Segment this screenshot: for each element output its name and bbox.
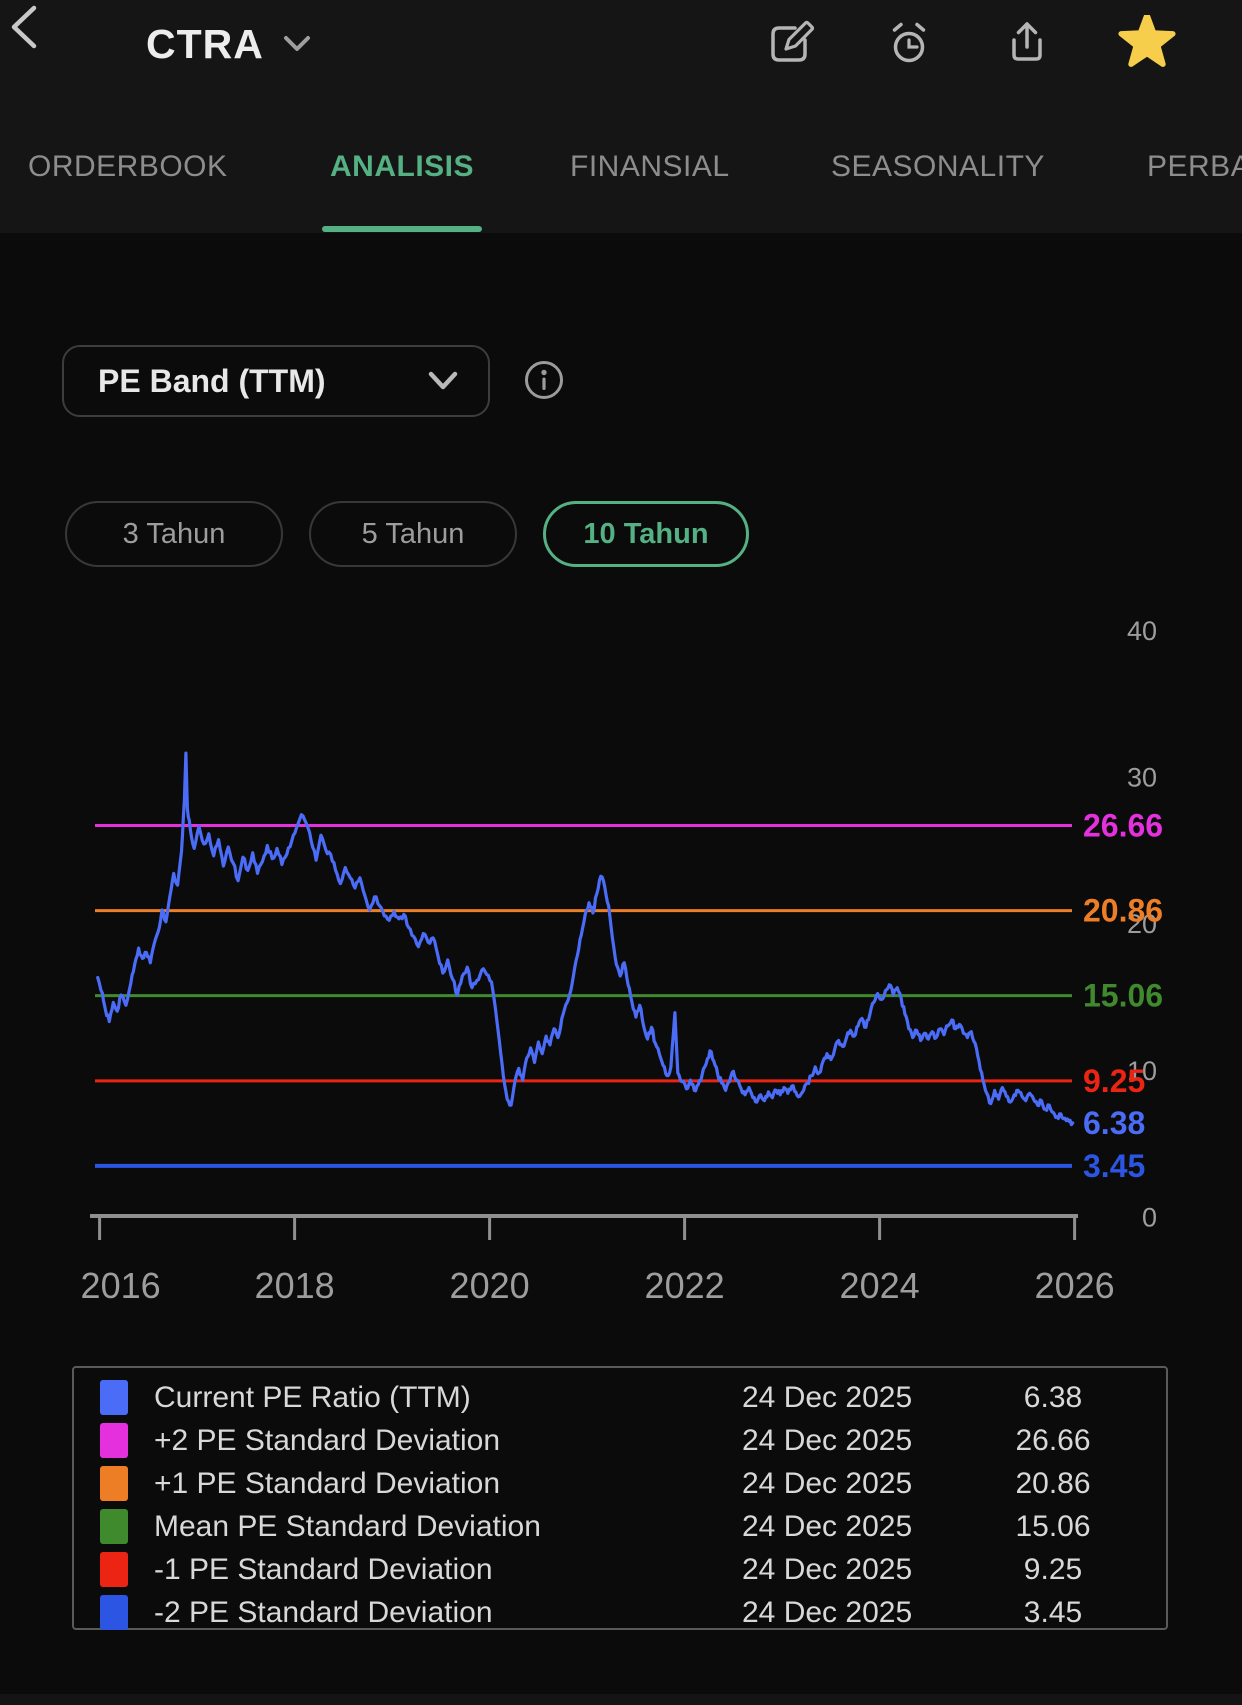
legend-label: -1 PE Standard Deviation bbox=[154, 1553, 493, 1586]
range-pill-3-tahun[interactable]: 3 Tahun bbox=[65, 501, 283, 567]
page-title: CTRA bbox=[146, 20, 264, 67]
chart-legend: Current PE Ratio (TTM) 24 Dec 2025 6.38 +2 … bbox=[72, 1366, 1168, 1630]
indicator-selector[interactable]: PE Band (TTM) bbox=[62, 345, 490, 417]
legend-swatch bbox=[100, 1509, 128, 1544]
legend-value: 15.06 bbox=[1015, 1510, 1091, 1543]
y-axis-tick-label: 40 bbox=[1127, 616, 1157, 646]
x-axis-year-label: 2020 bbox=[450, 1265, 530, 1306]
x-axis-year-label: 2026 bbox=[1035, 1265, 1115, 1306]
tab-finansial[interactable]: FINANSIAL bbox=[570, 150, 730, 183]
edit-icon bbox=[771, 20, 815, 62]
legend-swatch bbox=[100, 1552, 128, 1587]
indicator-selector-label: PE Band (TTM) bbox=[98, 362, 326, 399]
legend-row: +2 PE Standard Deviation 24 Dec 2025 26.66 bbox=[74, 1419, 1166, 1462]
legend-date: 24 Dec 2025 bbox=[742, 1467, 913, 1500]
y-axis-tick-label: 30 bbox=[1127, 763, 1157, 793]
x-axis-year-label: 2024 bbox=[840, 1265, 920, 1306]
series-line bbox=[96, 751, 1075, 1127]
legend-date: 24 Dec 2025 bbox=[742, 1381, 913, 1414]
legend-date: 24 Dec 2025 bbox=[742, 1553, 913, 1586]
band-value-label: 9.25 bbox=[1083, 1063, 1145, 1099]
tab-orderbook[interactable]: ORDERBOOK bbox=[28, 150, 228, 183]
legend-swatch bbox=[100, 1466, 128, 1501]
share-icon bbox=[1012, 22, 1042, 61]
active-tab-underline bbox=[322, 226, 482, 232]
chevron-down-icon bbox=[428, 371, 458, 390]
legend-label: Mean PE Standard Deviation bbox=[154, 1510, 541, 1543]
legend-label: -2 PE Standard Deviation bbox=[154, 1596, 493, 1629]
x-axis-year-label: 2022 bbox=[645, 1265, 725, 1306]
star-icon bbox=[1118, 12, 1176, 67]
legend-date: 24 Dec 2025 bbox=[742, 1510, 913, 1543]
range-pill-10-tahun[interactable]: 10 Tahun bbox=[543, 501, 749, 567]
legend-row: Current PE Ratio (TTM) 24 Dec 2025 6.38 bbox=[74, 1376, 1166, 1419]
legend-label: +2 PE Standard Deviation bbox=[154, 1424, 501, 1457]
y-axis-tick-label: 0 bbox=[1142, 1203, 1157, 1233]
back-button[interactable] bbox=[0, 0, 48, 54]
y-axis-tick-label: 10 bbox=[1127, 1056, 1157, 1086]
legend-label: +1 PE Standard Deviation bbox=[154, 1467, 501, 1500]
legend-date: 24 Dec 2025 bbox=[742, 1424, 913, 1457]
chevron-down-icon bbox=[283, 36, 310, 51]
header-bar: CTRA bbox=[0, 0, 1242, 233]
current-value-label: 6.38 bbox=[1083, 1105, 1145, 1141]
stock-selector[interactable]: CTRA bbox=[146, 14, 312, 74]
band-value-label: 26.66 bbox=[1083, 808, 1163, 844]
band-value-label: 15.06 bbox=[1083, 978, 1163, 1014]
band-value-label: 3.45 bbox=[1083, 1148, 1145, 1184]
legend-date: 24 Dec 2025 bbox=[742, 1596, 913, 1629]
alert-button[interactable] bbox=[880, 15, 938, 73]
share-button[interactable] bbox=[998, 15, 1056, 73]
y-axis-tick-label: 20 bbox=[1127, 909, 1157, 939]
legend-row: +1 PE Standard Deviation 24 Dec 2025 20.86 bbox=[74, 1462, 1166, 1505]
alarm-icon bbox=[892, 22, 926, 63]
footer-strip bbox=[0, 1694, 1242, 1705]
legend-value: 9.25 bbox=[1023, 1553, 1083, 1586]
legend-row: -1 PE Standard Deviation 24 Dec 2025 9.25 bbox=[74, 1548, 1166, 1591]
legend-value: 3.45 bbox=[1023, 1596, 1083, 1629]
legend-label: Current PE Ratio (TTM) bbox=[154, 1381, 471, 1414]
legend-value: 6.38 bbox=[1023, 1381, 1083, 1414]
legend-value: 26.66 bbox=[1015, 1424, 1091, 1457]
legend-swatch bbox=[100, 1423, 128, 1458]
legend-value: 20.86 bbox=[1015, 1467, 1091, 1500]
tab-analisis[interactable]: ANALISIS bbox=[330, 150, 475, 183]
band-value-label: 20.86 bbox=[1083, 893, 1163, 929]
legend-row: -2 PE Standard Deviation 24 Dec 2025 3.45 bbox=[74, 1591, 1166, 1634]
x-axis-year-label: 2018 bbox=[255, 1265, 335, 1306]
favorite-button[interactable] bbox=[1118, 12, 1176, 73]
legend-row: Mean PE Standard Deviation 24 Dec 2025 15.… bbox=[74, 1505, 1166, 1548]
legend-swatch bbox=[100, 1595, 128, 1630]
tab-perba[interactable]: PERBA bbox=[1147, 150, 1242, 184]
edit-note-button[interactable] bbox=[762, 15, 820, 73]
range-pill-5-tahun[interactable]: 5 Tahun bbox=[309, 501, 517, 567]
info-icon bbox=[525, 361, 563, 399]
tab-seasonality[interactable]: SEASONALITY bbox=[831, 150, 1045, 183]
x-axis-year-label: 2016 bbox=[81, 1265, 161, 1306]
back-icon bbox=[11, 5, 37, 49]
legend-swatch bbox=[100, 1380, 128, 1415]
info-button[interactable] bbox=[514, 350, 574, 410]
